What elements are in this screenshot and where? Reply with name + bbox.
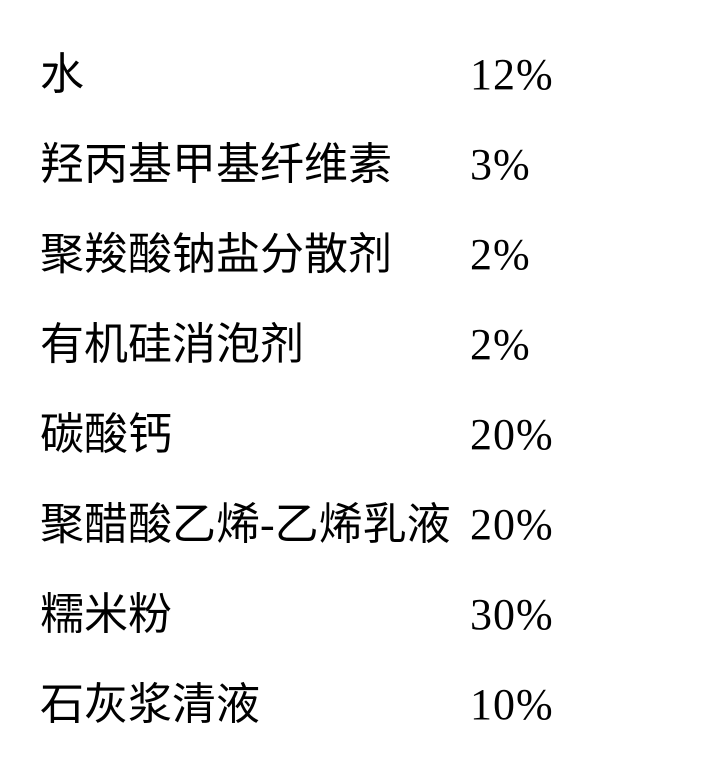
- ingredient-label: 糯米粉: [40, 593, 470, 637]
- ingredient-label: 聚醋酸乙烯-乙烯乳液: [40, 503, 470, 547]
- ingredient-label: 石灰浆清液: [40, 683, 470, 727]
- ingredient-value: 2%: [470, 233, 531, 277]
- ingredient-label: 羟丙基甲基纤维素: [40, 143, 470, 187]
- ingredient-value: 20%: [470, 503, 554, 547]
- ingredient-label: 水: [40, 53, 470, 97]
- ingredient-value: 3%: [470, 143, 531, 187]
- table-row: 聚羧酸钠盐分散剂 2%: [40, 210, 662, 300]
- table-row: 水 12%: [40, 30, 662, 120]
- ingredients-table: 水 12% 羟丙基甲基纤维素 3% 聚羧酸钠盐分散剂 2% 有机硅消泡剂 2% …: [0, 0, 702, 777]
- ingredient-value: 12%: [470, 53, 554, 97]
- ingredient-label: 碳酸钙: [40, 413, 470, 457]
- table-row: 碳酸钙 20%: [40, 390, 662, 480]
- table-row: 石灰浆清液 10%: [40, 660, 662, 750]
- table-row: 聚醋酸乙烯-乙烯乳液 20%: [40, 480, 662, 570]
- ingredient-label: 有机硅消泡剂: [40, 323, 470, 367]
- table-row: 有机硅消泡剂 2%: [40, 300, 662, 390]
- table-row: 糯米粉 30%: [40, 570, 662, 660]
- ingredient-value: 30%: [470, 593, 554, 637]
- ingredient-value: 2%: [470, 323, 531, 367]
- ingredient-value: 20%: [470, 413, 554, 457]
- ingredient-label: 聚羧酸钠盐分散剂: [40, 233, 470, 277]
- ingredient-value: 10%: [470, 683, 554, 727]
- table-row: 羟丙基甲基纤维素 3%: [40, 120, 662, 210]
